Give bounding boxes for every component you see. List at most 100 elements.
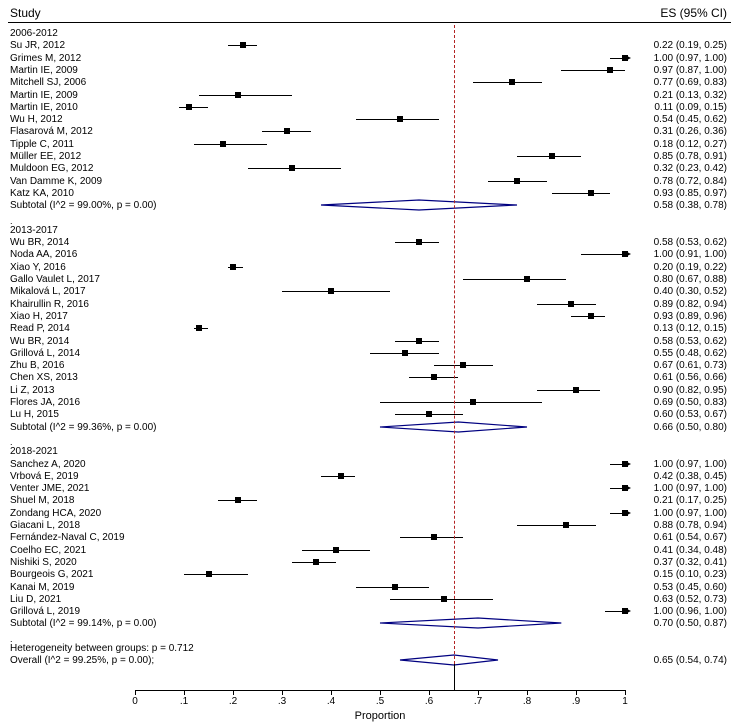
es-ci: 1.00 (0.96, 1.00) [654,606,727,617]
x-axis-label: Proportion [355,710,406,722]
forest-plot: Study ES (95% CI) 2006-2012Su JR, 20120.… [0,0,739,727]
es-ci: 0.67 (0.61, 0.73) [654,360,727,371]
es-ci: 0.13 (0.12, 0.15) [654,323,727,334]
es-ci: 0.70 (0.50, 0.87) [654,618,727,629]
ci-line [552,193,611,194]
es-ci: 0.65 (0.54, 0.74) [654,655,727,666]
point-estimate [607,67,613,73]
group-header: 2013-2017 [10,225,58,236]
es-ci: 0.58 (0.53, 0.62) [654,237,727,248]
es-ci: 0.80 (0.67, 0.88) [654,274,727,285]
arrow-right-icon [625,510,631,516]
es-ci: 0.32 (0.23, 0.42) [654,163,727,174]
x-tick-label: .5 [376,696,384,707]
ci-line [581,254,625,255]
arrow-right-icon [625,608,631,614]
x-tick [135,690,136,695]
point-estimate [313,559,319,565]
es-ci: 1.00 (0.97, 1.00) [654,53,727,64]
summary-diamond [320,199,518,211]
point-estimate [328,288,334,294]
study-label: Xiao H, 2017 [10,311,68,322]
study-label: Read P, 2014 [10,323,70,334]
point-estimate [235,497,241,503]
es-ci: 0.31 (0.26, 0.36) [654,126,727,137]
study-label: Zhu B, 2016 [10,360,64,371]
x-tick-label: .7 [474,696,482,707]
es-ci: 0.37 (0.32, 0.41) [654,557,727,568]
ci-line [537,304,596,305]
point-estimate [196,325,202,331]
es-ci: 0.41 (0.34, 0.48) [654,545,727,556]
es-ci: 0.77 (0.69, 0.83) [654,77,727,88]
study-label: Grillová L, 2014 [10,348,80,359]
study-label: Mikalová L, 2017 [10,286,86,297]
study-label: Liu D, 2021 [10,594,61,605]
es-ci: 0.93 (0.89, 0.96) [654,311,727,322]
es-ci: 0.63 (0.52, 0.73) [654,594,727,605]
point-estimate [235,92,241,98]
es-ci: 0.85 (0.78, 0.91) [654,151,727,162]
point-estimate [588,190,594,196]
study-label: Venter JME, 2021 [10,483,90,494]
header-es: ES (95% CI) [660,6,727,20]
point-estimate [397,116,403,122]
summary-diamond [399,654,499,666]
x-tick [576,690,577,695]
study-label: Martin IE, 2009 [10,90,78,101]
study-label: Gallo Vaulet L, 2017 [10,274,100,285]
point-estimate [240,42,246,48]
arrow-right-icon [625,461,631,467]
study-label: Wu BR, 2014 [10,237,69,248]
study-label: Bourgeois G, 2021 [10,569,93,580]
arrow-right-icon [625,485,631,491]
heterogeneity-between: Heterogeneity between groups: p = 0.712 [10,643,194,654]
study-label: Sanchez A, 2020 [10,459,86,470]
ci-line [199,95,292,96]
es-ci: 1.00 (0.97, 1.00) [654,459,727,470]
reference-line [454,25,455,674]
study-label: Wu BR, 2014 [10,336,69,347]
study-label: Lu H, 2015 [10,409,59,420]
es-ci: 0.58 (0.38, 0.78) [654,200,727,211]
group-header: 2018-2021 [10,446,58,457]
study-label: Shuel M, 2018 [10,495,75,506]
x-tick-label: .8 [523,696,531,707]
study-label: Wu H, 2012 [10,114,63,125]
point-estimate [186,104,192,110]
point-estimate [426,411,432,417]
x-tick [429,690,430,695]
point-estimate [588,313,594,319]
es-ci: 0.21 (0.17, 0.25) [654,495,727,506]
es-ci: 0.22 (0.19, 0.25) [654,40,727,51]
ci-line [282,291,390,292]
arrow-right-icon [625,251,631,257]
point-estimate [206,571,212,577]
study-label: Martin IE, 2009 [10,65,78,76]
es-ci: 0.54 (0.45, 0.62) [654,114,727,125]
es-ci: 0.93 (0.85, 0.97) [654,188,727,199]
es-ci: 0.55 (0.48, 0.62) [654,348,727,359]
x-tick-label: .1 [180,696,188,707]
point-estimate [563,522,569,528]
x-tick [282,690,283,695]
study-label: Grillová L, 2019 [10,606,80,617]
header-study: Study [10,6,41,20]
point-estimate [220,141,226,147]
point-estimate [549,153,555,159]
es-ci: 1.00 (0.97, 1.00) [654,483,727,494]
point-estimate [514,178,520,184]
study-label: Flores JA, 2016 [10,397,80,408]
es-ci: 0.15 (0.10, 0.23) [654,569,727,580]
study-label: Tipple C, 2011 [10,139,74,150]
x-tick [478,690,479,695]
es-ci: 0.97 (0.87, 1.00) [654,65,727,76]
point-estimate [470,399,476,405]
study-label: Mitchell SJ, 2006 [10,77,86,88]
study-label: Nishiki S, 2020 [10,557,77,568]
x-tick-label: .3 [278,696,286,707]
study-label: Chen XS, 2013 [10,372,78,383]
point-estimate [230,264,236,270]
point-estimate [284,128,290,134]
ci-line [194,144,268,145]
